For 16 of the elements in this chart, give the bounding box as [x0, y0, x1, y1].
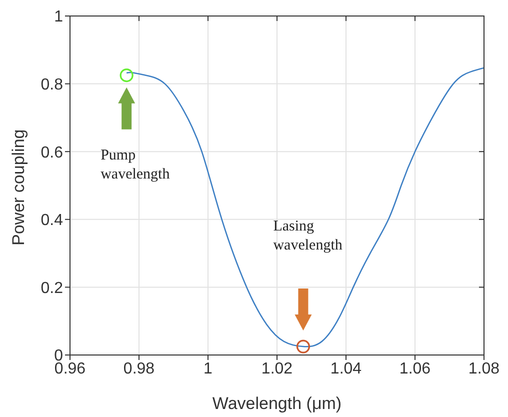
x-tick-label: 0.98 [123, 360, 155, 378]
y-tick-label: 1 [54, 8, 64, 26]
y-tick-label: 0.4 [40, 212, 64, 230]
y-tick-label: 0.6 [40, 144, 64, 162]
x-tick-label: 1.02 [261, 360, 293, 378]
annotation: Pump wavelength [100, 147, 170, 182]
annotation: Lasing wavelength [273, 218, 343, 254]
y-tick-label: 0.2 [40, 280, 64, 297]
x-tick-label: 1 [204, 360, 213, 378]
x-tick-label: 0.96 [54, 360, 86, 378]
x-tick-label: 1.06 [399, 360, 431, 378]
x-tick-label: 1.08 [468, 360, 500, 378]
x-axis-title: Wavelength (μm) [212, 394, 342, 413]
x-tick-label: 1.04 [330, 360, 362, 378]
y-tick-label: 0.8 [40, 76, 64, 94]
y-axis-title: Power coupling [9, 129, 28, 246]
